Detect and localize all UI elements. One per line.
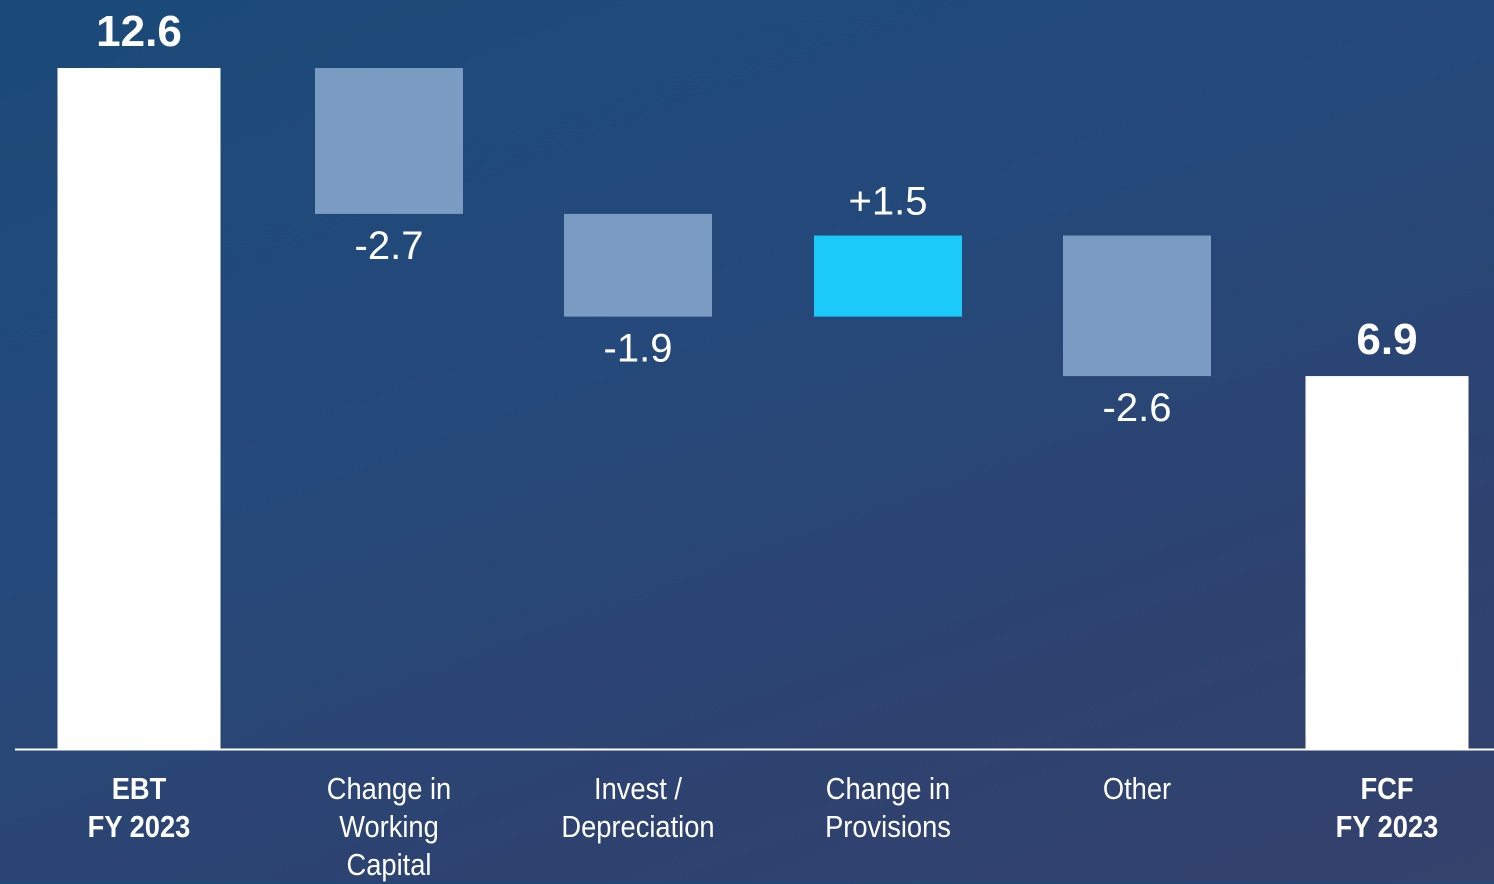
data-label-3: -1.9 — [604, 327, 673, 371]
data-label-5: -2.6 — [1103, 386, 1172, 430]
bar-5 — [1063, 235, 1211, 377]
data-label-6: 6.9 — [1356, 315, 1417, 364]
data-label-2: -2.7 — [355, 224, 424, 268]
bar-2 — [315, 68, 463, 214]
data-label-1: 12.6 — [96, 7, 182, 56]
bar-6 — [1305, 376, 1469, 749]
category-label-2: Change in Working Capital — [326, 771, 452, 882]
bar-3 — [564, 213, 712, 317]
category-label-6: FCF FY 2023 — [1335, 771, 1439, 844]
category-label-4: Change in Provisions — [825, 771, 951, 844]
bar-1 — [57, 68, 221, 749]
data-label-4: +1.5 — [849, 180, 928, 224]
category-label-1: EBT FY 2023 — [87, 771, 191, 844]
category-label-3: Invest / Depreciation — [561, 771, 715, 844]
category-label-5: Other — [1102, 771, 1172, 806]
bar-4 — [814, 235, 962, 317]
